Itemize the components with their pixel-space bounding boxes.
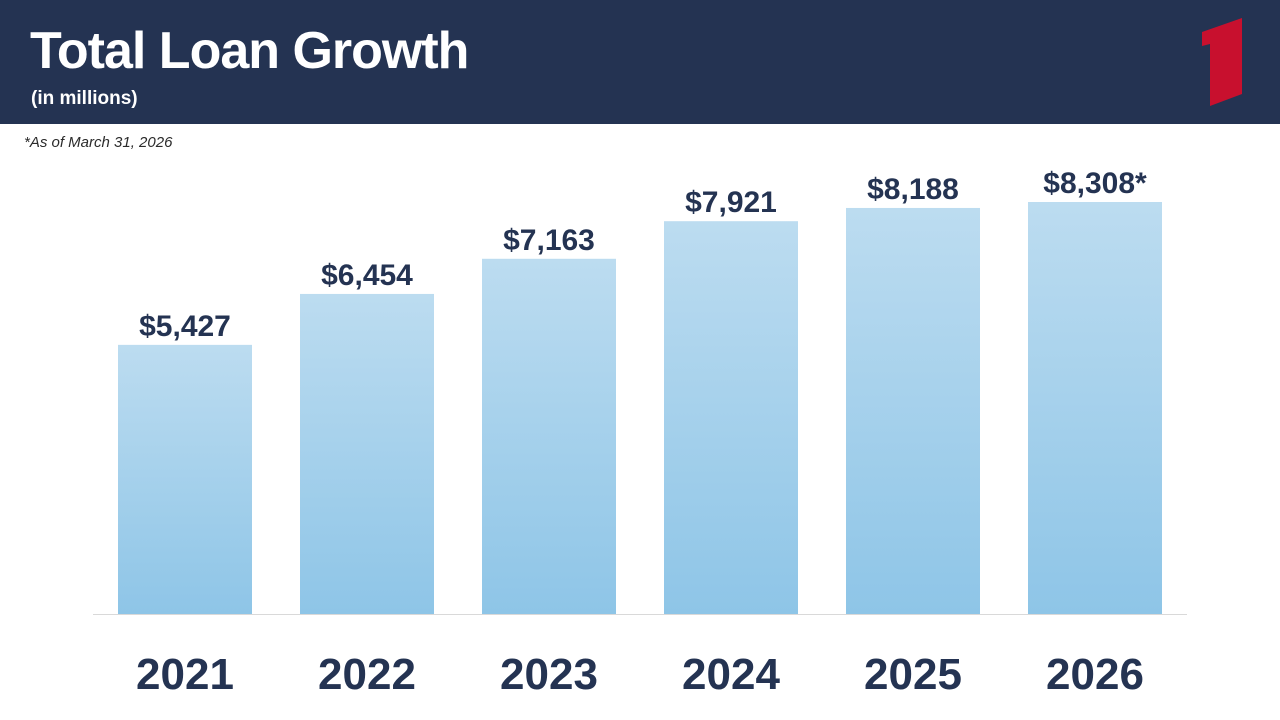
header-bar: Total Loan Growth (in millions) [0, 0, 1280, 124]
bar-2023 [482, 258, 616, 614]
value-label-2023: $7,163 [503, 224, 595, 257]
value-label-2026: $8,308* [1043, 167, 1147, 200]
footnote: *As of March 31, 2026 [24, 134, 173, 151]
bar-2022 [300, 293, 434, 614]
bar-2026 [1028, 202, 1162, 614]
value-label-2024: $7,921 [685, 186, 777, 219]
bar-2024 [664, 221, 798, 614]
category-label-2021: 2021 [136, 650, 234, 699]
bar-2025 [846, 207, 980, 614]
bank-logo-icon [1202, 18, 1242, 106]
category-label-2024: 2024 [682, 650, 780, 699]
value-label-2025: $8,188 [867, 173, 959, 206]
value-label-2022: $6,454 [321, 259, 413, 292]
category-label-2023: 2023 [500, 650, 598, 699]
category-label-2026: 2026 [1046, 650, 1144, 699]
category-label-2022: 2022 [318, 650, 416, 699]
value-label-2021: $5,427 [139, 310, 231, 343]
category-label-2025: 2025 [864, 650, 962, 699]
bar-2021 [118, 344, 252, 614]
page-title: Total Loan Growth [30, 22, 469, 80]
page-subtitle: (in millions) [31, 88, 138, 109]
